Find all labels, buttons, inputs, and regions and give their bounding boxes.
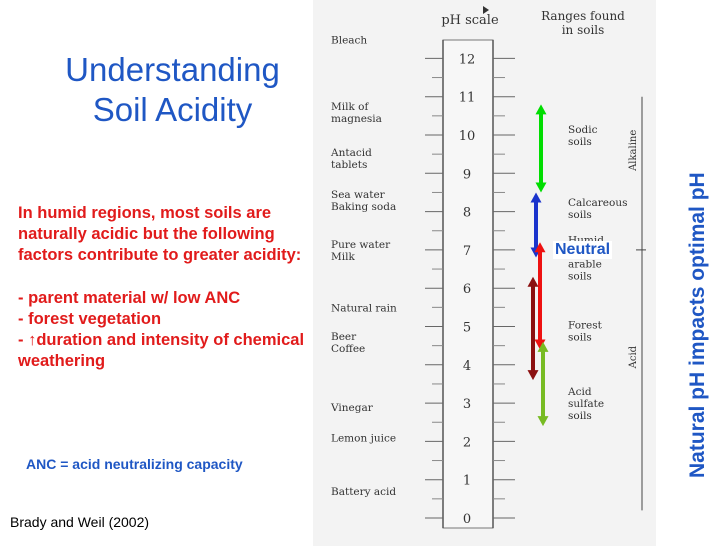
substance-label: Baking soda: [331, 201, 396, 213]
intro-text: In humid regions, most soils are natural…: [18, 204, 302, 264]
factor-item: - parent material w/ low ANC: [18, 289, 241, 307]
ph-value: 4: [463, 359, 471, 374]
ph-value: 8: [463, 206, 471, 221]
ph-value: 1: [463, 474, 471, 489]
substance-label: tablets: [331, 159, 367, 171]
substance-label: Sea water: [331, 189, 386, 201]
factor-item: - ↑duration and intensity of chemical we…: [18, 331, 305, 370]
ph-value: 3: [463, 397, 471, 412]
ph-value: 10: [459, 129, 476, 144]
range-arrow-head: [535, 182, 547, 193]
range-arrow-head: [535, 104, 547, 115]
ph-value: 5: [463, 321, 471, 336]
range-arrow-head: [534, 339, 546, 350]
ph-value: 7: [463, 244, 471, 259]
title-line-1: Understanding: [65, 51, 280, 88]
acid-label: Acid: [628, 345, 639, 369]
substance-label: Vinegar: [330, 402, 374, 414]
soil-range-label: soils: [568, 331, 592, 343]
title-line-2: Soil Acidity: [92, 91, 253, 128]
ph-value: 2: [463, 435, 471, 450]
substance-label: Bleach: [331, 34, 367, 46]
scan-arrow-mark: [483, 6, 489, 14]
substance-label: Battery acid: [331, 486, 396, 498]
ph-value: 9: [463, 167, 471, 182]
ph-column: [442, 39, 494, 529]
neutral-label: Neutral: [553, 241, 613, 259]
soil-range-arrows: [527, 104, 549, 427]
range-arrow-head: [527, 370, 539, 381]
substance-label: Antacid: [330, 147, 372, 159]
soil-range-label: Sodic: [568, 124, 598, 136]
substance-label: Beer: [331, 331, 357, 343]
soil-range-label: Calcareous: [568, 197, 628, 209]
range-arrow-head: [537, 416, 549, 427]
soil-range-label: Forest: [568, 319, 603, 331]
substance-label: Milk of: [331, 101, 369, 113]
soil-range-label: soils: [568, 136, 592, 148]
alkaline-label: Alkaline: [628, 130, 639, 172]
range-arrow-head: [530, 192, 542, 203]
range-arrow-head: [527, 276, 539, 287]
factor-item: - forest vegetation: [18, 310, 162, 328]
ph-value: 0: [463, 512, 471, 527]
anc-definition: ANC = acid neutralizing capacity: [26, 456, 243, 472]
substance-label: Pure water: [331, 239, 391, 251]
ph-scale-header: pH scale: [441, 13, 499, 28]
soil-range-label: soils: [568, 410, 592, 422]
substance-label: Milk: [331, 251, 355, 263]
body-text: In humid regions, most soils are natural…: [18, 203, 318, 372]
soil-range-label: soils: [568, 209, 592, 221]
range-arrow-head: [534, 242, 546, 253]
slide-title: Understanding Soil Acidity: [30, 50, 315, 130]
substance-label: Natural rain: [331, 302, 397, 314]
ranges-header: Ranges found: [541, 9, 625, 23]
soil-range-label: arable: [568, 259, 602, 271]
soil-range-label: soils: [568, 271, 592, 283]
range-arrow-head: [537, 341, 549, 352]
soil-range-label: sulfate: [568, 398, 604, 410]
ph-value: 6: [463, 282, 471, 297]
substance-label: magnesia: [331, 113, 382, 125]
ph-value: 11: [459, 91, 476, 106]
citation: Brady and Weil (2002): [10, 514, 150, 530]
soil-range-label: Acid: [567, 386, 592, 398]
ranges-header: in soils: [562, 23, 605, 37]
ph-value: 12: [459, 52, 476, 67]
substance-label: Lemon juice: [331, 433, 396, 445]
substance-label: Coffee: [331, 343, 365, 355]
